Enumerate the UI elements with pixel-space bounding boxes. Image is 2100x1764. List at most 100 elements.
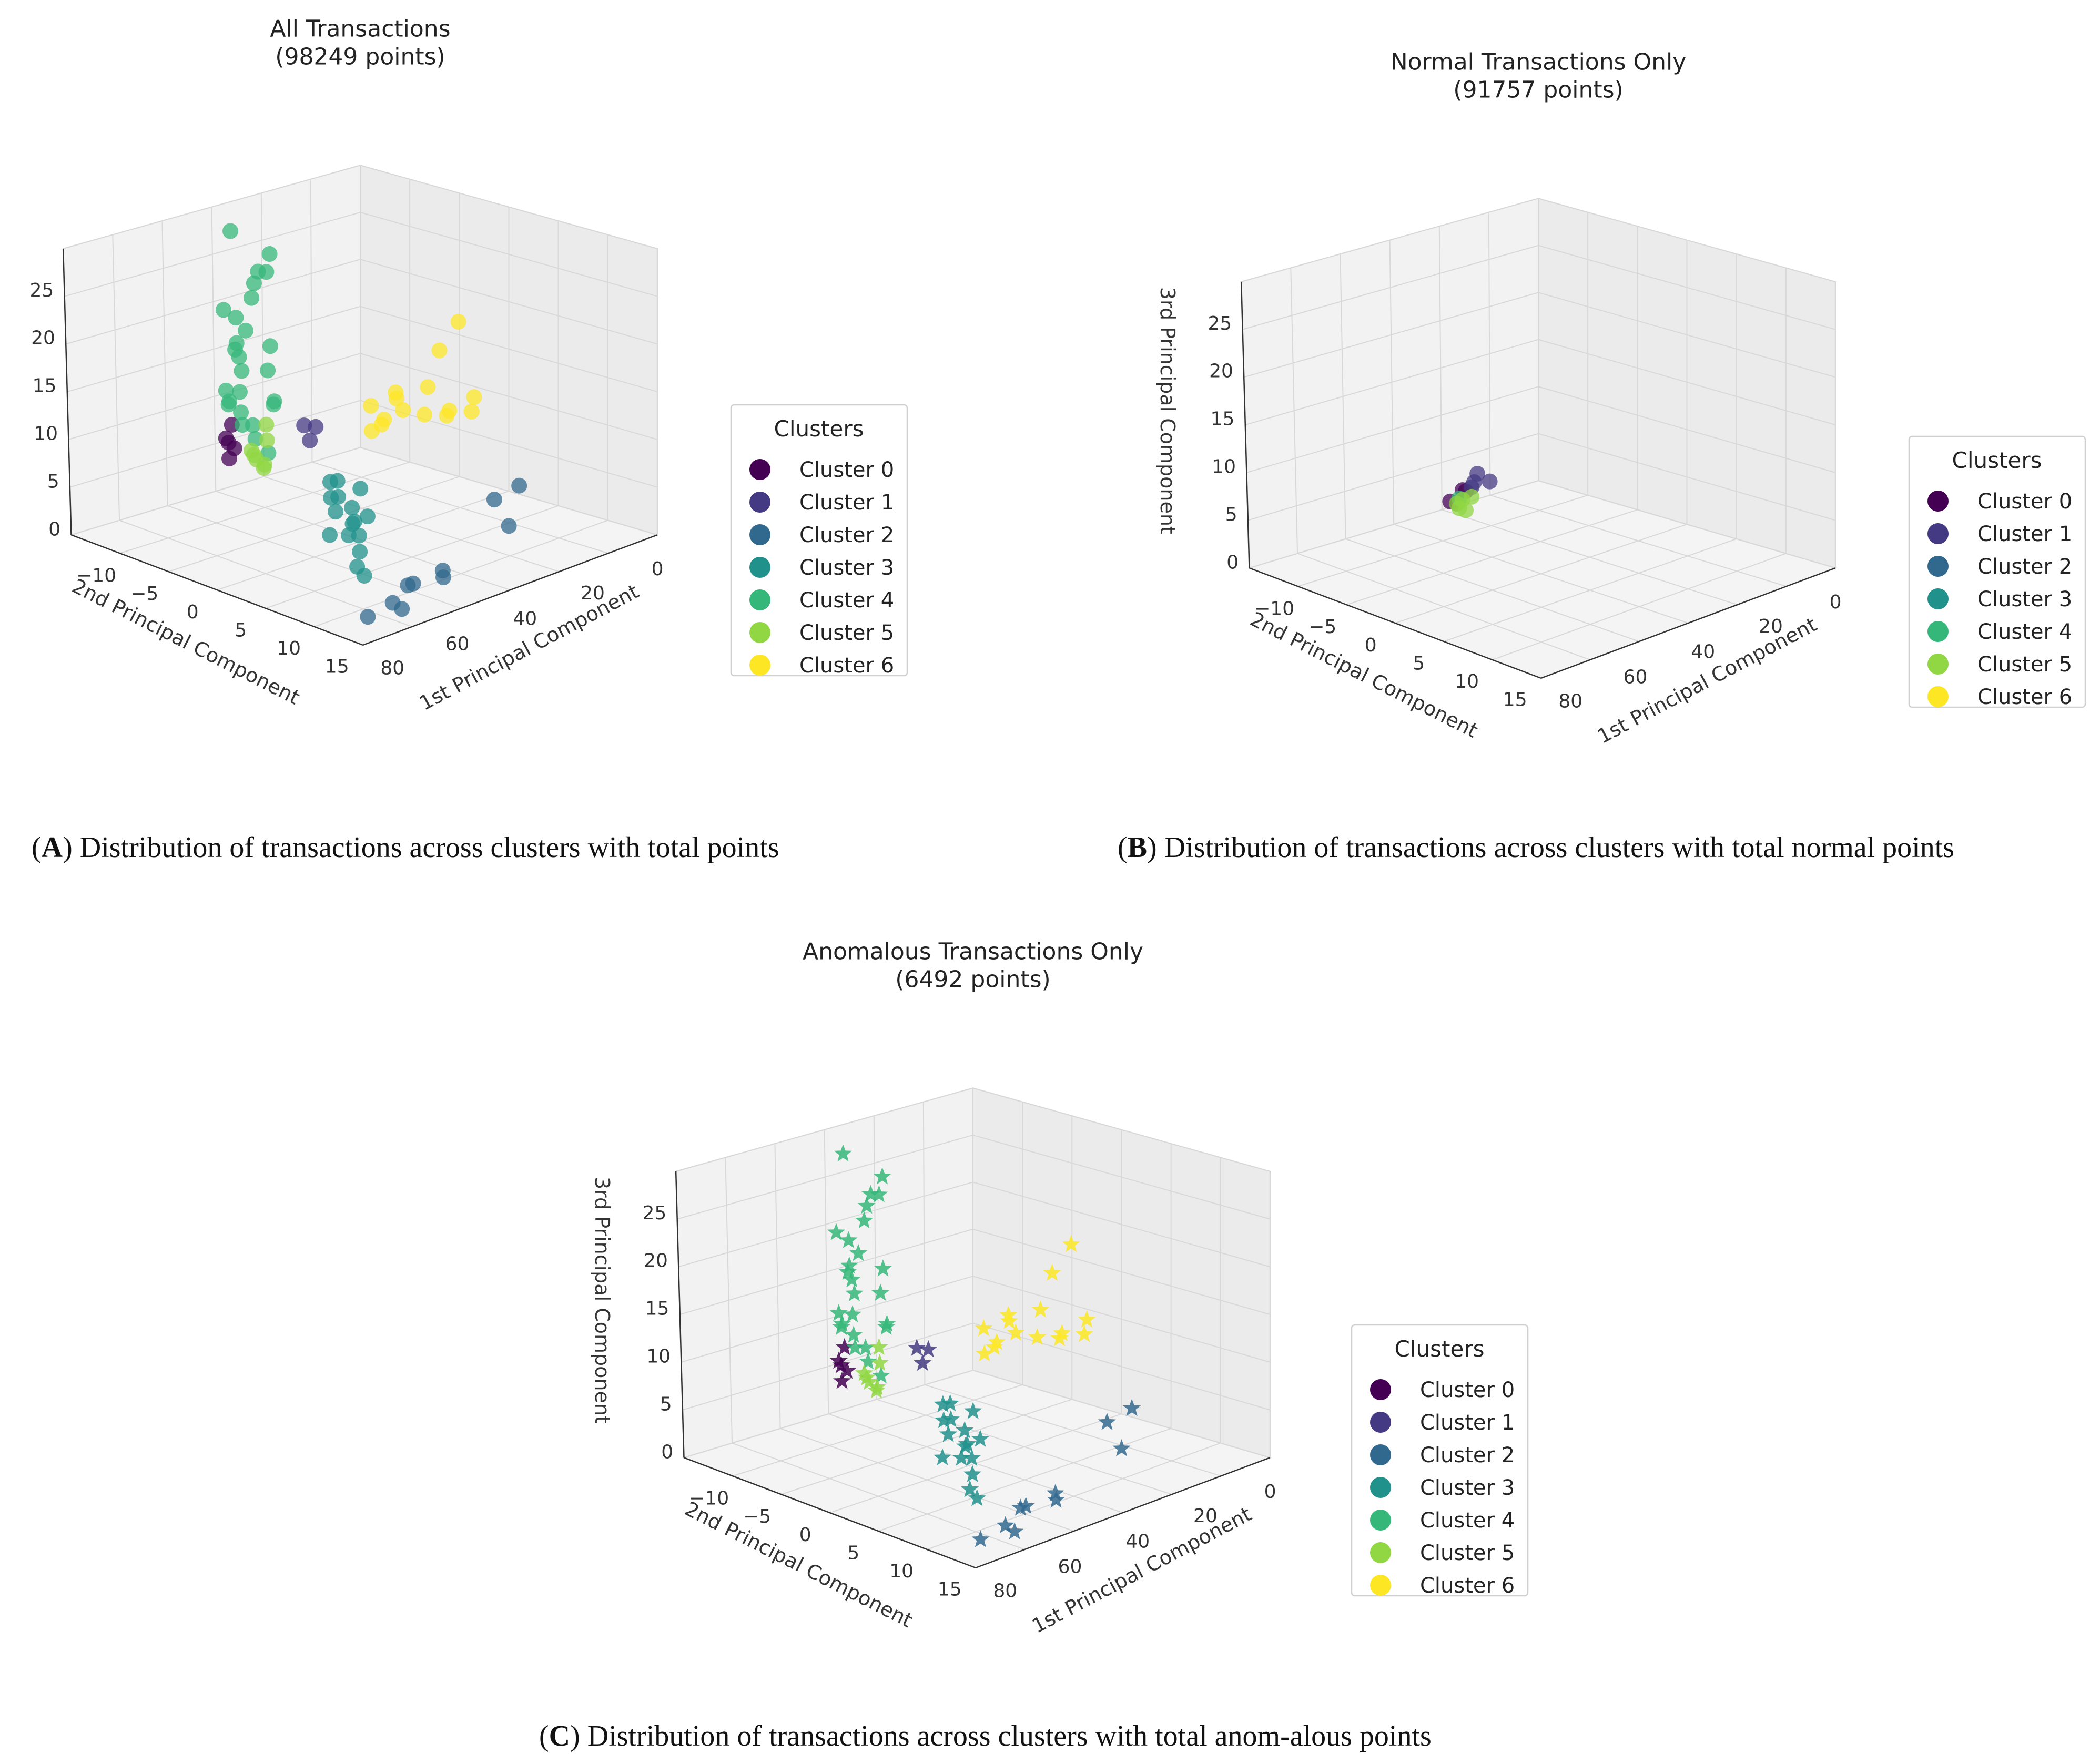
data-point-cluster-6 xyxy=(1000,1312,1018,1329)
legend-label: Cluster 5 xyxy=(1977,652,2072,677)
data-point-cluster-4 xyxy=(872,1366,890,1384)
data-point-cluster-3 xyxy=(321,527,338,543)
data-point-cluster-6 xyxy=(463,403,480,420)
z-tick-label: 25 xyxy=(30,280,54,301)
caption-open-paren: ( xyxy=(32,831,42,864)
data-point-cluster-4 xyxy=(260,362,276,379)
legend-box xyxy=(1351,1324,1529,1597)
data-point-cluster-4 xyxy=(871,1283,890,1301)
data-point-cluster-4 xyxy=(839,1231,858,1248)
y-tick-label: 5 xyxy=(1413,652,1425,674)
data-point-cluster-3 xyxy=(933,1448,952,1465)
data-point-cluster-6 xyxy=(975,1344,993,1362)
data-point-cluster-6 xyxy=(1007,1323,1025,1341)
legend-label: Cluster 1 xyxy=(1977,522,2072,546)
data-point-cluster-5 xyxy=(855,1364,874,1381)
data-point-cluster-6 xyxy=(1078,1310,1096,1328)
y-tick-label: −5 xyxy=(1308,616,1336,638)
data-point-cluster-0 xyxy=(829,1351,848,1369)
x-tick-label: 60 xyxy=(1624,667,1648,688)
caption-C: (C) Distribution of transactions across … xyxy=(539,1720,1432,1752)
data-point-cluster-1 xyxy=(914,1353,932,1371)
legend-marker-cluster-0 xyxy=(1370,1379,1391,1400)
data-point-cluster-1 xyxy=(908,1339,926,1356)
data-point-cluster-4 xyxy=(855,1211,874,1229)
data-point-cluster-6 xyxy=(975,1319,993,1337)
legend: Clusters Cluster 0 Cluster 1 Cluster 2 Clust… xyxy=(1908,435,2086,709)
x-tick-label: 40 xyxy=(1691,641,1715,662)
data-point-cluster-3 xyxy=(971,1430,990,1447)
legend-marker-cluster-6 xyxy=(1370,1575,1391,1596)
legend-label: Cluster 5 xyxy=(799,621,894,645)
caption-A: (A) Distribution of transactions across … xyxy=(32,831,779,864)
y-axis-line xyxy=(71,534,363,646)
legend-marker-cluster-3 xyxy=(1370,1477,1391,1498)
data-point-cluster-4 xyxy=(838,1262,857,1280)
data-point-cluster-2 xyxy=(996,1516,1015,1534)
grid-line xyxy=(314,519,608,627)
caption-B: (B) Distribution of transactions across … xyxy=(1118,831,1954,864)
data-point-cluster-4 xyxy=(873,1167,891,1185)
data-point-cluster-4 xyxy=(238,322,254,339)
data-point-cluster-4 xyxy=(840,1256,858,1274)
data-point-cluster-4 xyxy=(222,223,239,239)
x-tick-label: 80 xyxy=(380,658,404,679)
z-axis-label: 3rd Principal Component xyxy=(1156,287,1179,534)
data-point-cluster-4 xyxy=(234,363,250,379)
legend-marker-cluster-1 xyxy=(749,492,770,513)
data-point-cluster-6 xyxy=(363,423,380,439)
z-tick-label: 0 xyxy=(1226,552,1239,573)
caption-text: ) Distribution of transactions across cl… xyxy=(63,831,779,864)
data-point-cluster-3 xyxy=(964,1402,982,1419)
data-point-cluster-4 xyxy=(844,1325,863,1343)
y-tick-label: 15 xyxy=(325,656,349,678)
data-point-cluster-4 xyxy=(827,1223,846,1240)
grid-line xyxy=(1538,244,1836,330)
data-point-cluster-6 xyxy=(1075,1324,1093,1342)
legend-marker-cluster-3 xyxy=(1927,588,1949,609)
data-point-cluster-4 xyxy=(262,338,278,354)
x-tick-label: 20 xyxy=(1759,616,1783,637)
data-point-cluster-4 xyxy=(221,393,238,410)
data-point-cluster-3 xyxy=(952,1449,971,1466)
data-point-cluster-3 xyxy=(344,499,360,516)
legend-label: Cluster 3 xyxy=(799,556,894,580)
z-tick-label: 0 xyxy=(661,1441,673,1463)
z-axis-label: 3rd Principal Component xyxy=(591,1177,614,1424)
data-point-cluster-4 xyxy=(231,384,248,400)
z-tick-label: 20 xyxy=(31,328,55,349)
x-tick-label: 0 xyxy=(1830,592,1842,613)
y-tick-label: 10 xyxy=(277,638,301,659)
data-point-cluster-2 xyxy=(501,518,517,534)
data-point-cluster-4 xyxy=(849,1243,868,1261)
data-point-cluster-0 xyxy=(838,1361,856,1379)
data-point-cluster-6 xyxy=(417,406,433,423)
z-tick-label: 5 xyxy=(1225,504,1237,525)
x-axis-line xyxy=(1540,567,1836,679)
data-point-cluster-2 xyxy=(1011,1498,1030,1516)
legend-marker-cluster-2 xyxy=(1927,556,1949,577)
z-tick-label: 25 xyxy=(1208,313,1232,334)
data-point-cluster-3 xyxy=(961,1480,979,1497)
data-point-cluster-3 xyxy=(328,504,344,520)
data-point-cluster-4 xyxy=(266,393,282,410)
legend-title: Clusters xyxy=(1952,447,2042,473)
data-point-cluster-6 xyxy=(431,342,448,359)
legend-label: Cluster 4 xyxy=(1420,1508,1515,1533)
y-tick-label: 10 xyxy=(889,1561,914,1582)
data-point-cluster-2 xyxy=(971,1530,990,1547)
data-point-cluster-6 xyxy=(1028,1328,1047,1345)
grid-line xyxy=(1538,480,1836,569)
data-point-cluster-4 xyxy=(856,1338,875,1356)
data-point-cluster-3 xyxy=(956,1421,974,1439)
legend: Clusters Cluster 0 Cluster 1 Cluster 2 Clust… xyxy=(730,404,908,678)
data-point-cluster-3 xyxy=(935,1411,953,1429)
legend-marker-cluster-5 xyxy=(1370,1542,1391,1563)
data-point-cluster-4 xyxy=(833,1314,851,1332)
data-point-cluster-2 xyxy=(1017,1496,1035,1514)
data-point-cluster-1 xyxy=(919,1340,938,1358)
data-point-cluster-2 xyxy=(1006,1522,1024,1539)
y-tick-label: 0 xyxy=(799,1524,811,1546)
